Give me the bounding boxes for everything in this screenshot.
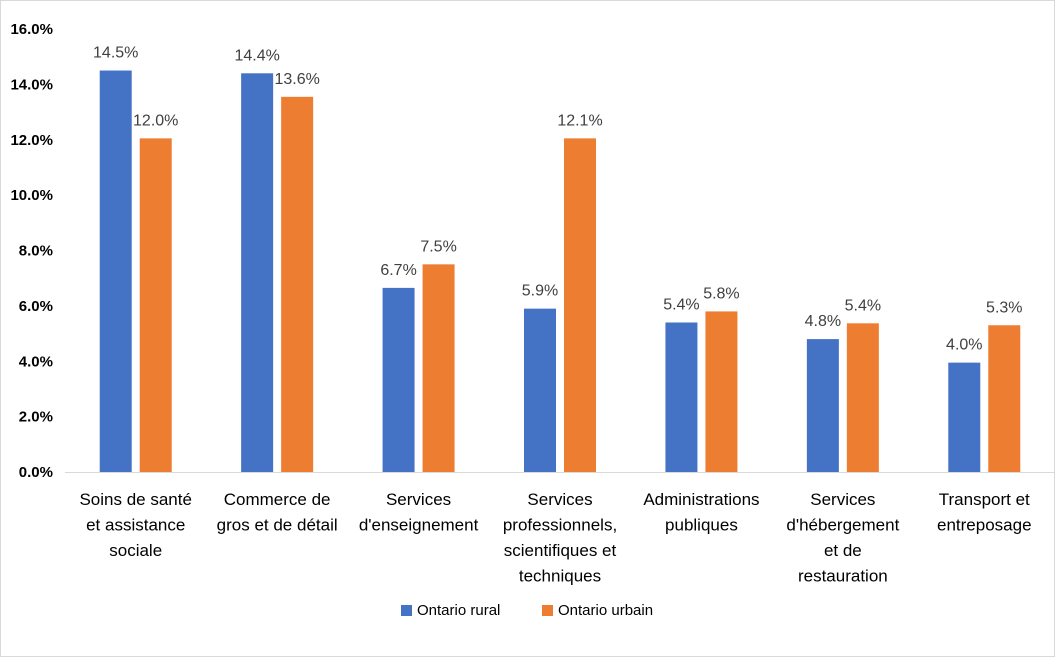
bar-urbain (281, 96, 314, 472)
y-tick-label: 6.0% (19, 298, 53, 315)
y-tick-label: 2.0% (19, 409, 53, 426)
x-category-label: d'hébergement (786, 516, 899, 535)
data-label-urbain: 5.8% (703, 285, 739, 302)
x-category-label: d'enseignement (359, 516, 479, 535)
x-category-label: Transport et (939, 490, 1030, 509)
bar-rural (524, 308, 556, 472)
legend-label-rural: Ontario rural (417, 602, 500, 619)
data-label-rural: 5.4% (663, 296, 699, 313)
bar-rural (806, 339, 839, 472)
bar-rural (665, 322, 698, 472)
x-category-label: Services (810, 490, 875, 509)
x-category-label: techniques (519, 567, 601, 586)
x-category-label: entreposage (937, 516, 1032, 535)
legend-swatch-rural (401, 605, 412, 616)
y-tick-label: 10.0% (10, 187, 53, 204)
bar-urbain (564, 138, 596, 472)
y-tick-label: 0.0% (19, 464, 53, 481)
data-label-urbain: 12.0% (133, 112, 178, 129)
x-category-label: Soins de santé (79, 490, 191, 509)
data-label-urbain: 5.3% (986, 299, 1022, 316)
bar-urbain (139, 138, 172, 472)
bar-rural (948, 362, 981, 472)
x-category-label: Services (527, 490, 592, 509)
y-tick-label: 14.0% (10, 76, 53, 93)
data-label-urbain: 12.1% (557, 112, 602, 129)
data-label-rural: 14.4% (234, 47, 279, 64)
legend: Ontario rural Ontario urbain (401, 602, 653, 619)
bar-urbain (705, 311, 738, 472)
y-tick-label: 8.0% (19, 243, 53, 260)
x-category-label: sociale (109, 541, 162, 560)
data-label-rural: 6.7% (380, 262, 416, 279)
data-label-rural: 14.5% (93, 45, 138, 62)
x-category-label: Commerce de (224, 490, 331, 509)
data-label-rural: 4.8% (805, 313, 841, 330)
bars (99, 70, 1021, 473)
data-labels: 14.5% 12.0% 14.4% 13.6% 6.7%7.5% 5.9% 12.1% 5.4… (93, 45, 1022, 354)
x-category-label: scientifiques et (504, 541, 617, 560)
x-category-label: Administrations (643, 490, 759, 509)
legend-label-urbain: Ontario urbain (558, 602, 653, 619)
x-category-label: publiques (665, 516, 738, 535)
data-label-urbain: 13.6% (274, 71, 319, 88)
legend-swatch-urbain (542, 605, 553, 616)
data-label-rural: 5.9% (522, 283, 558, 300)
data-label-urbain: 7.5% (420, 238, 456, 255)
x-category-label: professionnels, (503, 516, 617, 535)
x-category-label: et assistance (86, 516, 185, 535)
x-category-label: gros et de détail (217, 516, 338, 535)
y-tick-label: 16.0% (10, 21, 53, 38)
y-tick-label: 4.0% (19, 353, 53, 370)
y-axis: 0.0% 2.0% 4.0% 6.0% 8.0% 10.0% 12.0% 14.0% 16.0% (10, 21, 53, 481)
bar-rural (99, 70, 132, 472)
y-tick-label: 12.0% (10, 132, 53, 149)
x-category-label: et de (824, 541, 862, 560)
x-axis: Soins de santé et assistance sociale Commer… (65, 472, 1054, 586)
x-category-label: restauration (798, 567, 888, 586)
bar-rural (382, 287, 415, 472)
data-label-rural: 4.0% (946, 337, 982, 354)
bar-urbain (846, 323, 879, 472)
bar-rural (241, 73, 274, 473)
x-category-label: Services (386, 490, 451, 509)
bar-urbain (422, 264, 455, 472)
bar-urbain (988, 325, 1021, 472)
data-label-urbain: 5.4% (845, 297, 881, 314)
